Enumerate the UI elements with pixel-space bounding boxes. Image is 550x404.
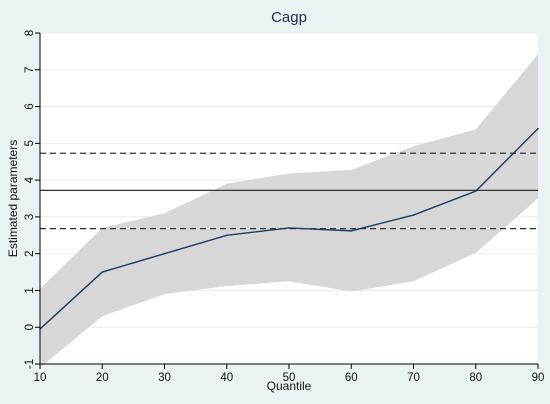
- x-tick-label: 10: [34, 372, 47, 384]
- data-point: [288, 227, 290, 229]
- x-tick-label: 60: [345, 372, 358, 384]
- reference-lines: [40, 152, 538, 230]
- y-tick-label: 3: [24, 214, 36, 220]
- data-point: [225, 234, 228, 237]
- x-tick-label: 70: [407, 372, 420, 384]
- data-point: [101, 271, 104, 273]
- x-tick-label: 50: [283, 372, 296, 384]
- confidence-band-layer: [40, 54, 538, 368]
- data-point: [412, 214, 415, 216]
- y-tick-label: 8: [24, 30, 36, 36]
- data-point: [163, 252, 166, 255]
- axes: -1 0 1 2 3 4 5 6 7 8 10 20 30 40 50 60 70 80 90: [24, 30, 544, 384]
- chart-title: Cagp: [271, 9, 307, 26]
- y-axis-label: Estimated parameters: [6, 140, 20, 257]
- x-tick-label: 20: [96, 372, 109, 384]
- x-tick-label: 30: [158, 372, 171, 384]
- x-tick-label: 90: [532, 372, 545, 384]
- y-tick-label: 7: [24, 67, 36, 73]
- y-tick-label: 5: [24, 140, 36, 146]
- confidence-band: [40, 54, 538, 368]
- x-tick-label: 40: [220, 372, 233, 384]
- x-axis-label: Quantile: [267, 379, 312, 393]
- data-point: [350, 230, 353, 232]
- y-tick-label: -1: [24, 359, 36, 369]
- y-tick-label: 4: [24, 176, 36, 183]
- data-point: [474, 190, 477, 192]
- data-point: [537, 127, 539, 130]
- y-tick-label: 6: [24, 103, 36, 109]
- y-tick-label: 2: [24, 250, 36, 256]
- y-tick-label: 0: [24, 324, 36, 330]
- x-tick-label: 80: [469, 372, 482, 384]
- y-tick-label: 1: [24, 287, 36, 293]
